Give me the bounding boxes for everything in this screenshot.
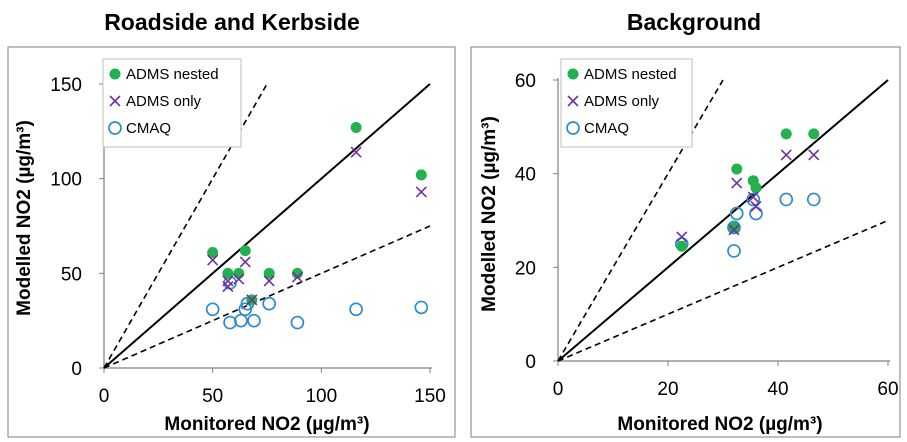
- factor-of-two-line: [557, 79, 724, 362]
- data-point: [780, 149, 792, 161]
- x-tick-label: 60: [877, 379, 898, 400]
- data-point: [731, 163, 743, 175]
- y-tick-label: 150: [50, 75, 82, 96]
- data-point: [728, 224, 740, 236]
- y-tick-label: 0: [71, 359, 82, 380]
- data-point: [727, 220, 741, 235]
- legend-label: CMAQ: [126, 120, 171, 137]
- legend-box: [560, 58, 693, 148]
- data-point: [750, 182, 762, 194]
- legend: ADMS nested ADMS only CMAQ: [102, 58, 242, 148]
- one-to-one-line: [103, 83, 431, 369]
- data-point: [350, 122, 362, 134]
- legend-label: ADMS only: [126, 93, 202, 110]
- plot-frame: [7, 46, 456, 438]
- factor-of-two-line: [557, 219, 889, 362]
- data-point: [415, 186, 427, 198]
- data-point: [414, 300, 429, 315]
- data-point: [747, 191, 759, 203]
- data-point: [349, 302, 363, 317]
- y-tick-label: 0: [525, 352, 536, 373]
- data-point: [263, 275, 275, 287]
- y-axis-label: Modelled NO2 (µg/m³): [479, 116, 500, 312]
- data-point: [207, 254, 219, 266]
- data-point: [247, 313, 261, 328]
- data-point: [222, 267, 234, 279]
- data-point: [728, 222, 740, 234]
- legend-marker: [109, 68, 121, 80]
- legend-marker: [567, 68, 579, 80]
- data-point: [222, 281, 234, 293]
- data-point: [263, 267, 275, 279]
- legend-marker: [109, 95, 121, 107]
- chart-panel-1: Roadside and Kerbside 0 50 100 150 0 50 100 150 M…: [7, 9, 456, 438]
- data-point: [806, 192, 821, 207]
- data-point: [749, 206, 763, 221]
- legend-label: ADMS nested: [126, 66, 219, 83]
- y-tick-label: 20: [515, 258, 536, 279]
- one-to-one-line: [557, 79, 889, 362]
- data-point: [779, 192, 794, 207]
- y-tick-label: 40: [515, 165, 536, 186]
- data-point: [729, 206, 744, 221]
- y-tick-label: 100: [50, 170, 82, 191]
- data-point: [234, 313, 248, 328]
- data-point: [676, 231, 688, 243]
- legend-label: ADMS only: [584, 93, 660, 110]
- y-tick-label: 50: [61, 264, 82, 285]
- x-tick-label: 0: [99, 386, 110, 407]
- data-point: [415, 169, 427, 181]
- data-point: [239, 245, 251, 257]
- data-point: [233, 267, 245, 279]
- chart-title: Roadside and Kerbside: [104, 9, 360, 35]
- data-point: [205, 302, 220, 317]
- data-point: [731, 177, 743, 189]
- x-axis-label: Monitored NO2 (µg/m³): [164, 414, 369, 435]
- x-tick-label: 0: [553, 379, 564, 400]
- legend-label: ADMS nested: [584, 66, 677, 83]
- chart-title: Background: [627, 9, 761, 35]
- x-tick-label: 150: [414, 386, 446, 407]
- chart-panel-2: Background 0 20 40 60 0 20 40 60 Monitored NO2 (µ…: [470, 9, 901, 438]
- plot-frame: [470, 46, 901, 438]
- y-tick-label: 60: [515, 71, 536, 92]
- legend-marker: [567, 95, 579, 107]
- legend-marker: [566, 121, 580, 135]
- legend: ADMS nested ADMS only CMAQ: [560, 58, 693, 148]
- data-point: [239, 256, 251, 268]
- x-tick-label: 20: [657, 379, 678, 400]
- x-axis-label: Monitored NO2 (µg/m³): [617, 414, 822, 435]
- data-point: [350, 146, 362, 158]
- data-point: [223, 315, 237, 330]
- x-tick-label: 100: [305, 386, 337, 407]
- legend-label: CMAQ: [584, 120, 629, 137]
- data-point: [290, 315, 305, 330]
- y-axis-label: Modelled NO2 (µg/m³): [14, 120, 35, 316]
- data-point: [246, 294, 258, 306]
- data-point: [727, 244, 741, 258]
- data-point: [808, 128, 820, 140]
- factor-of-two-line: [103, 225, 431, 369]
- data-point: [291, 271, 303, 283]
- data-point: [746, 192, 761, 207]
- legend-box: [102, 58, 242, 148]
- legend-marker: [108, 121, 122, 135]
- data-point: [291, 267, 303, 279]
- data-point: [808, 149, 820, 161]
- data-point: [207, 247, 219, 259]
- x-tick-label: 50: [202, 386, 223, 407]
- x-tick-label: 40: [767, 379, 788, 400]
- data-point: [780, 128, 792, 140]
- data-point: [233, 273, 245, 285]
- data-point: [676, 240, 688, 252]
- data-point: [262, 296, 277, 311]
- data-point: [750, 200, 762, 213]
